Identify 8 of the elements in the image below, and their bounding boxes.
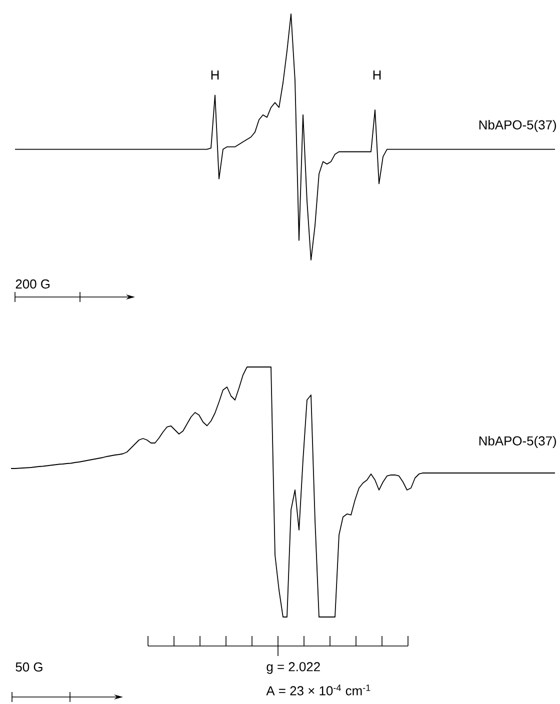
annotation: H <box>373 70 381 80</box>
annotation: H <box>211 70 219 80</box>
text: 50 G <box>16 662 42 672</box>
text: 200 G <box>16 279 50 289</box>
series-label: NbAPO-5(37) <box>479 436 556 448</box>
text: A = 23 × 10$^{-4}$ cm$^{-1}$ <box>266 684 370 696</box>
series-label: NbAPO-5(37) <box>479 120 556 132</box>
text: g = 2.022 <box>266 662 320 674</box>
